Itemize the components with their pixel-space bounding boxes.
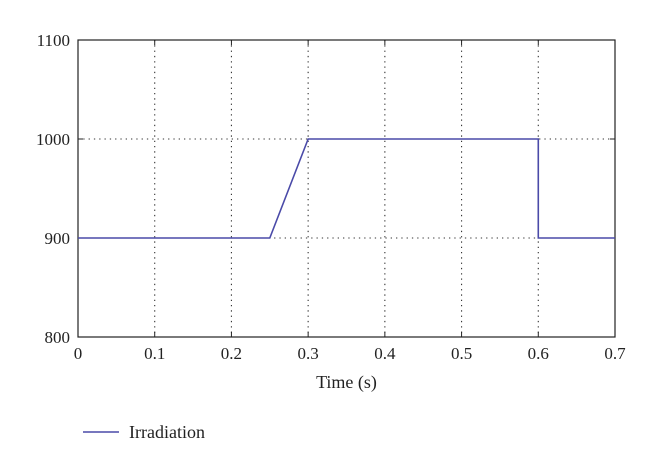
y-tick-labels: 800 900 1000 1100 — [36, 31, 70, 347]
x-tick-label: 0.3 — [298, 344, 319, 363]
x-tick-label: 0.1 — [144, 344, 165, 363]
x-tick-label: 0.6 — [528, 344, 549, 363]
legend: Irradiation — [83, 422, 205, 442]
x-tick-labels: 0 0.1 0.2 0.3 0.4 0.5 0.6 0.7 — [74, 344, 626, 363]
x-tick-label: 0.2 — [221, 344, 242, 363]
y-tick-label: 1100 — [37, 31, 70, 50]
plot-frame — [77, 39, 616, 338]
x-tick-label: 0.7 — [604, 344, 626, 363]
x-tick-label: 0.5 — [451, 344, 472, 363]
y-tick-label: 800 — [45, 328, 71, 347]
x-tick-label: 0 — [74, 344, 83, 363]
y-tick-label: 900 — [45, 229, 71, 248]
plot-background — [78, 40, 615, 337]
y-tick-label: 1000 — [36, 130, 70, 149]
x-axis-title: Time (s) — [316, 372, 377, 393]
legend-label: Irradiation — [129, 422, 205, 442]
series-lines — [78, 138, 615, 239]
x-tick-label: 0.4 — [374, 344, 396, 363]
series-line-irradiation — [78, 138, 615, 239]
